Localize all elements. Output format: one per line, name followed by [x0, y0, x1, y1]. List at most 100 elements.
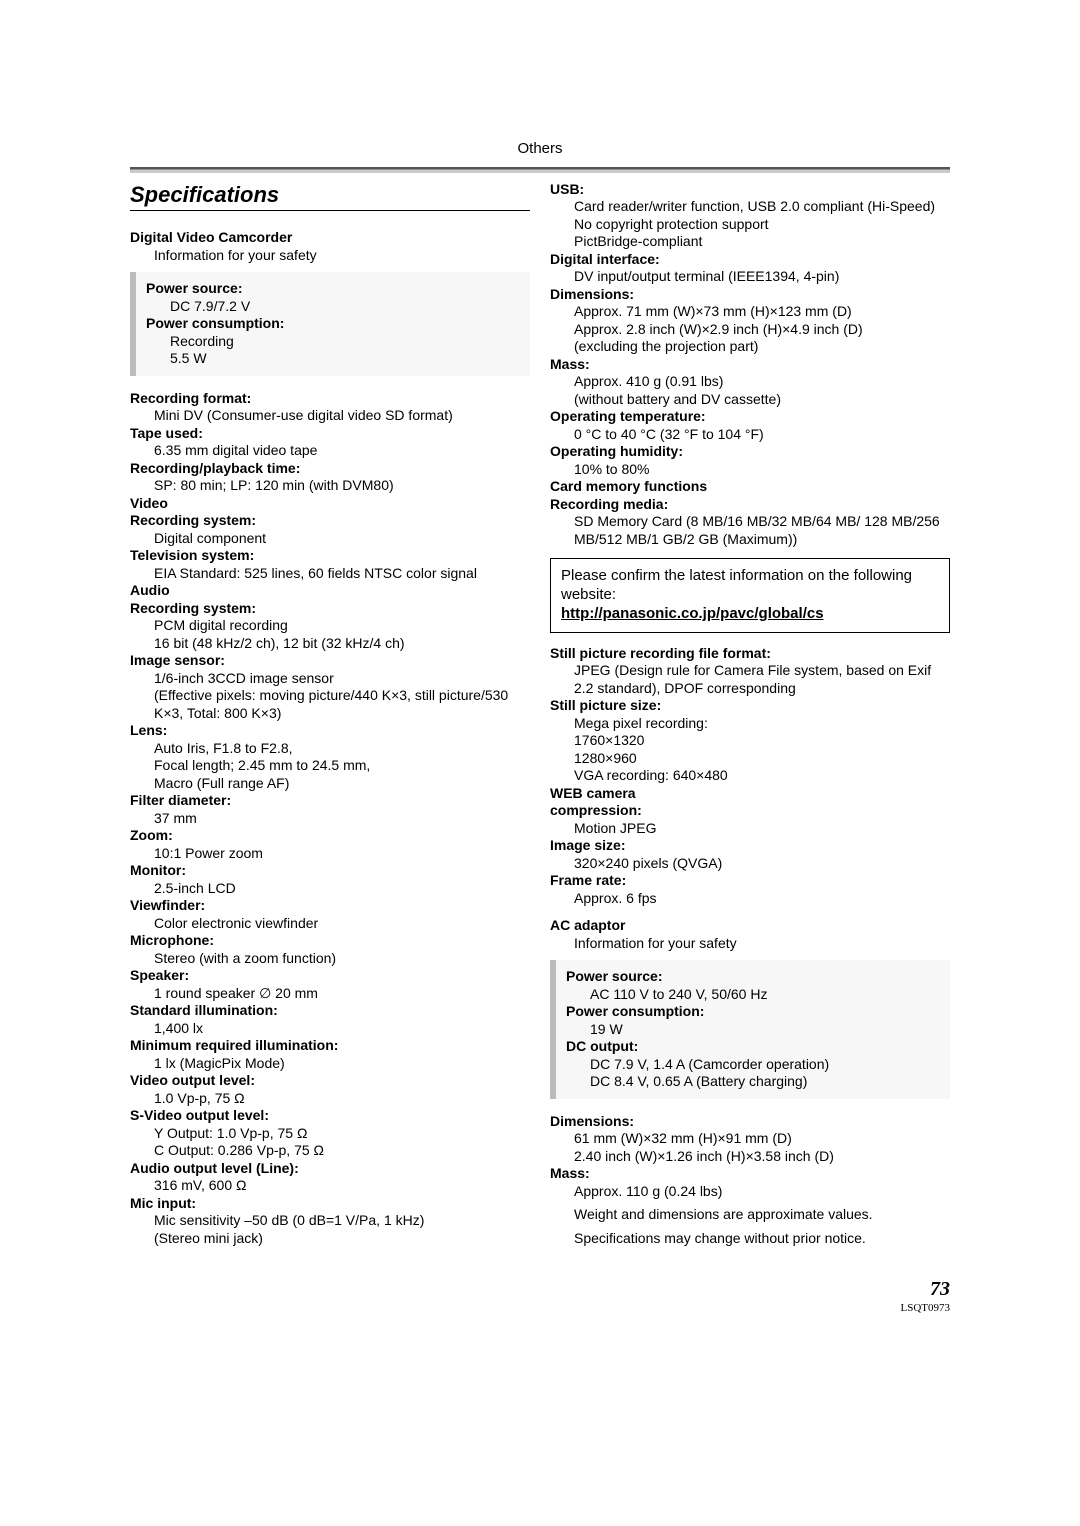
rp-time-value: SP: 80 min; LP: 120 min (with DVM80)	[130, 477, 530, 495]
fr-label: Frame rate:	[550, 872, 950, 890]
tape-value: 6.35 mm digital video tape	[130, 442, 530, 460]
min-ill-label: Minimum required illumination:	[130, 1037, 530, 1055]
ophum-value: 10% to 80%	[550, 461, 950, 479]
svout-value1: Y Output: 1.0 Vp-p, 75 Ω	[130, 1125, 530, 1143]
ac-label: AC adaptor	[550, 917, 950, 935]
vout-label: Video output level:	[130, 1072, 530, 1090]
page-number: 73	[130, 1277, 950, 1302]
spf-label: Still picture recording file format:	[550, 645, 950, 663]
std-ill-label: Standard illumination:	[130, 1002, 530, 1020]
confirm-url[interactable]: http://panasonic.co.jp/pavc/global/cs	[561, 605, 824, 622]
usb-value2: No copyright protection support	[550, 216, 950, 234]
mass-label: Mass:	[550, 356, 950, 374]
lens-label: Lens:	[130, 722, 530, 740]
page-footer: 73 LSQT0973	[130, 1277, 950, 1316]
usb-value3: PictBridge-compliant	[550, 233, 950, 251]
speaker-value: 1 round speaker ∅ 20 mm	[130, 985, 530, 1003]
rec-format-value: Mini DV (Consumer-use digital video SD f…	[130, 407, 530, 425]
ac-sub: Information for your safety	[550, 935, 950, 953]
rec-format-label: Recording format:	[130, 390, 530, 408]
img-sens-value2: (Effective pixels: moving picture/440 K×…	[130, 687, 530, 722]
mic-label: Microphone:	[130, 932, 530, 950]
sps-value3: 1280×960	[550, 750, 950, 768]
zoom-label: Zoom:	[130, 827, 530, 845]
power-source-label: Power source:	[146, 280, 522, 298]
vf-label: Viewfinder:	[130, 897, 530, 915]
dc-label: DC output:	[566, 1038, 942, 1056]
imgsz-label: Image size:	[550, 837, 950, 855]
dim-value3: (excluding the projection part)	[550, 338, 950, 356]
dc-value2: DC 8.4 V, 0.65 A (Battery charging)	[566, 1073, 942, 1091]
monitor-value: 2.5-inch LCD	[130, 880, 530, 898]
tv-sys-value: EIA Standard: 525 lines, 60 fields NTSC …	[130, 565, 530, 583]
img-sens-value1: 1/6-inch 3CCD image sensor	[130, 670, 530, 688]
lens-value1: Auto Iris, F1.8 to F2.8,	[130, 740, 530, 758]
dvc-sub: Information for your safety	[130, 247, 530, 265]
sps-label: Still picture size:	[550, 697, 950, 715]
sps-value1: Mega pixel recording:	[550, 715, 950, 733]
section-header: Others	[130, 140, 950, 159]
power-cons-value2: 5.5 W	[146, 350, 522, 368]
lens-value2: Focal length; 2.45 mm to 24.5 mm,	[130, 757, 530, 775]
mass2-label: Mass:	[550, 1165, 950, 1183]
page-content: Specifications Digital Video Camcorder I…	[130, 181, 950, 1248]
video-label: Video	[130, 495, 530, 513]
fr-value: Approx. 6 fps	[550, 890, 950, 908]
optemp-value: 0 °C to 40 °C (32 °F to 104 °F)	[550, 426, 950, 444]
dim-value1: Approx. 71 mm (W)×73 mm (H)×123 mm (D)	[550, 303, 950, 321]
dim2-value2: 2.40 inch (W)×1.26 inch (H)×3.58 inch (D…	[550, 1148, 950, 1166]
website-box: Please confirm the latest information on…	[550, 558, 950, 632]
lens-value3: Macro (Full range AF)	[130, 775, 530, 793]
recmed-value: SD Memory Card (8 MB/16 MB/32 MB/64 MB/ …	[550, 513, 950, 548]
micin-label: Mic input:	[130, 1195, 530, 1213]
ps-label: Power source:	[566, 968, 942, 986]
mic-value: Stereo (with a zoom function)	[130, 950, 530, 968]
min-ill-value: 1 lx (MagicPix Mode)	[130, 1055, 530, 1073]
comp-value: Motion JPEG	[550, 820, 950, 838]
mass-value1: Approx. 410 g (0.91 lbs)	[550, 373, 950, 391]
right-column: USB: Card reader/writer function, USB 2.…	[550, 181, 950, 1248]
aout-label: Audio output level (Line):	[130, 1160, 530, 1178]
dig-if-label: Digital interface:	[550, 251, 950, 269]
tape-label: Tape used:	[130, 425, 530, 443]
tv-sys-label: Television system:	[130, 547, 530, 565]
divider	[130, 167, 950, 173]
dim2-label: Dimensions:	[550, 1113, 950, 1131]
web-label: WEB camera	[550, 785, 950, 803]
power-cons-value1: Recording	[146, 333, 522, 351]
rec-sys-value: Digital component	[130, 530, 530, 548]
aout-value: 316 mV, 600 Ω	[130, 1177, 530, 1195]
svout-value2: C Output: 0.286 Vp-p, 75 Ω	[130, 1142, 530, 1160]
dig-if-value: DV input/output terminal (IEEE1394, 4-pi…	[550, 268, 950, 286]
sps-value4: VGA recording: 640×480	[550, 767, 950, 785]
vf-value: Color electronic viewfinder	[130, 915, 530, 933]
pc-label: Power consumption:	[566, 1003, 942, 1021]
usb-label: USB:	[550, 181, 950, 199]
dim-label: Dimensions:	[550, 286, 950, 304]
usb-value1: Card reader/writer function, USB 2.0 com…	[550, 198, 950, 216]
dim-value2: Approx. 2.8 inch (W)×2.9 inch (H)×4.9 in…	[550, 321, 950, 339]
dvc-heading: Digital Video Camcorder	[130, 229, 530, 247]
filter-value: 37 mm	[130, 810, 530, 828]
mass2-value: Approx. 110 g (0.24 lbs)	[550, 1183, 950, 1201]
power-source-value: DC 7.9/7.2 V	[146, 298, 522, 316]
mass-value2: (without battery and DV cassette)	[550, 391, 950, 409]
safety-box-1: Power source: DC 7.9/7.2 V Power consump…	[130, 272, 530, 376]
micin-value2: (Stereo mini jack)	[130, 1230, 530, 1248]
doc-code: LSQT0973	[130, 1302, 950, 1316]
img-sens-label: Image sensor:	[130, 652, 530, 670]
rec-sys2-label: Recording system:	[130, 600, 530, 618]
comp-label: compression:	[550, 802, 950, 820]
spf-value: JPEG (Design rule for Camera File system…	[550, 662, 950, 697]
note2: Specifications may change without prior …	[550, 1230, 950, 1248]
optemp-label: Operating temperature:	[550, 408, 950, 426]
audio-label: Audio	[130, 582, 530, 600]
rp-time-label: Recording/playback time:	[130, 460, 530, 478]
imgsz-value: 320×240 pixels (QVGA)	[550, 855, 950, 873]
power-cons-label: Power consumption:	[146, 315, 522, 333]
monitor-label: Monitor:	[130, 862, 530, 880]
speaker-label: Speaker:	[130, 967, 530, 985]
safety-box-2: Power source: AC 110 V to 240 V, 50/60 H…	[550, 960, 950, 1099]
std-ill-value: 1,400 lx	[130, 1020, 530, 1038]
vout-value: 1.0 Vp-p, 75 Ω	[130, 1090, 530, 1108]
